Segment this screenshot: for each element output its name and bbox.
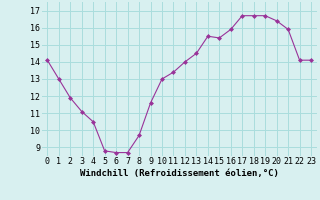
X-axis label: Windchill (Refroidissement éolien,°C): Windchill (Refroidissement éolien,°C) [80, 169, 279, 178]
